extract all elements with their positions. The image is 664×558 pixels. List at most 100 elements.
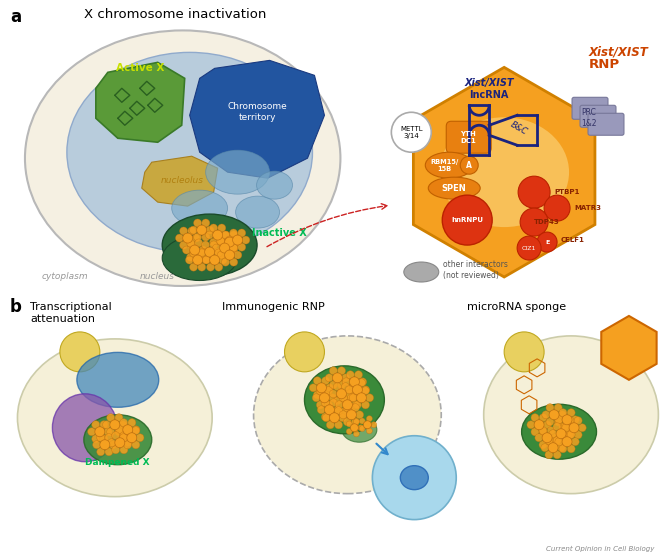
- Circle shape: [104, 428, 112, 436]
- Text: X chromosome inactivation: X chromosome inactivation: [84, 8, 266, 21]
- Circle shape: [190, 263, 198, 271]
- Circle shape: [554, 403, 562, 412]
- Circle shape: [225, 236, 234, 244]
- Circle shape: [549, 430, 557, 437]
- FancyBboxPatch shape: [446, 121, 491, 153]
- Circle shape: [97, 434, 105, 441]
- Circle shape: [333, 406, 341, 414]
- Circle shape: [553, 437, 561, 445]
- Circle shape: [335, 421, 343, 429]
- Circle shape: [212, 244, 220, 252]
- Text: E: E: [545, 239, 549, 244]
- Circle shape: [359, 378, 367, 386]
- Circle shape: [325, 387, 333, 395]
- Circle shape: [218, 238, 226, 246]
- Polygon shape: [602, 316, 657, 380]
- Circle shape: [352, 401, 360, 409]
- Circle shape: [316, 401, 324, 409]
- Circle shape: [527, 421, 535, 429]
- Circle shape: [217, 238, 225, 246]
- Circle shape: [124, 427, 131, 435]
- Circle shape: [224, 250, 234, 260]
- Circle shape: [105, 434, 113, 441]
- Circle shape: [539, 427, 547, 435]
- Circle shape: [349, 379, 357, 387]
- Circle shape: [548, 442, 558, 453]
- Circle shape: [116, 426, 124, 434]
- Ellipse shape: [254, 336, 442, 494]
- Circle shape: [556, 429, 566, 439]
- Circle shape: [543, 421, 551, 429]
- Circle shape: [205, 231, 213, 239]
- Circle shape: [192, 234, 200, 242]
- Ellipse shape: [52, 394, 118, 461]
- Circle shape: [562, 437, 572, 447]
- Circle shape: [234, 238, 242, 246]
- Circle shape: [100, 435, 108, 443]
- Circle shape: [566, 417, 574, 425]
- Circle shape: [349, 393, 357, 401]
- Circle shape: [358, 425, 364, 431]
- Circle shape: [329, 390, 337, 398]
- Circle shape: [546, 403, 554, 412]
- Circle shape: [198, 263, 206, 271]
- Circle shape: [460, 156, 478, 174]
- Text: Dampened X: Dampened X: [86, 458, 150, 466]
- Circle shape: [222, 231, 230, 239]
- Polygon shape: [414, 68, 595, 277]
- Circle shape: [100, 440, 110, 450]
- Circle shape: [539, 413, 547, 422]
- Circle shape: [347, 408, 355, 416]
- Circle shape: [357, 393, 365, 401]
- Circle shape: [567, 431, 575, 439]
- Circle shape: [546, 418, 554, 426]
- Circle shape: [190, 245, 200, 255]
- Polygon shape: [141, 156, 218, 206]
- Circle shape: [206, 226, 214, 234]
- Circle shape: [333, 383, 341, 391]
- Circle shape: [188, 227, 196, 235]
- Text: RNP: RNP: [589, 59, 620, 71]
- Circle shape: [188, 241, 196, 249]
- Circle shape: [132, 441, 140, 449]
- Circle shape: [107, 428, 115, 436]
- Circle shape: [559, 423, 567, 431]
- Circle shape: [132, 426, 140, 434]
- Circle shape: [202, 256, 210, 264]
- Circle shape: [504, 332, 544, 372]
- Circle shape: [197, 248, 205, 256]
- Text: Inactive X: Inactive X: [252, 228, 306, 238]
- Circle shape: [345, 386, 353, 394]
- Ellipse shape: [483, 336, 659, 494]
- Circle shape: [107, 413, 115, 422]
- Circle shape: [219, 256, 227, 264]
- Circle shape: [217, 251, 225, 259]
- Ellipse shape: [425, 152, 473, 178]
- Circle shape: [238, 229, 246, 237]
- Circle shape: [553, 436, 561, 445]
- Circle shape: [195, 253, 203, 261]
- Circle shape: [224, 251, 232, 259]
- Circle shape: [319, 393, 329, 403]
- Circle shape: [339, 394, 347, 402]
- Text: A: A: [466, 161, 472, 170]
- Circle shape: [542, 411, 550, 418]
- Circle shape: [216, 251, 224, 259]
- Circle shape: [189, 226, 197, 234]
- Circle shape: [361, 387, 369, 395]
- Circle shape: [335, 407, 343, 415]
- Circle shape: [562, 415, 572, 425]
- Circle shape: [309, 384, 317, 392]
- Circle shape: [562, 424, 570, 432]
- Circle shape: [357, 379, 365, 387]
- Circle shape: [346, 429, 352, 435]
- Circle shape: [353, 431, 359, 437]
- Circle shape: [531, 413, 539, 422]
- Text: Chromosome
territory: Chromosome territory: [228, 102, 288, 122]
- Circle shape: [120, 418, 127, 427]
- Circle shape: [329, 381, 337, 389]
- Text: a: a: [10, 8, 21, 26]
- Circle shape: [325, 384, 333, 392]
- Circle shape: [567, 445, 575, 453]
- Circle shape: [355, 371, 363, 379]
